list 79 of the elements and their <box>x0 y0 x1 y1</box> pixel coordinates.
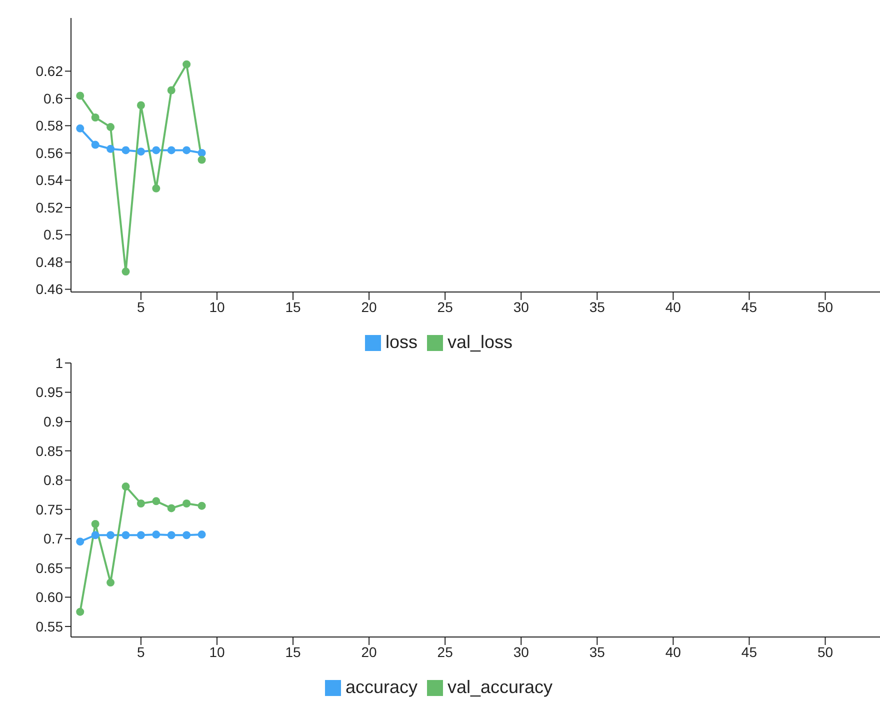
point <box>91 520 100 528</box>
point <box>167 504 176 512</box>
point <box>198 530 206 539</box>
point <box>198 502 206 510</box>
point <box>76 538 84 546</box>
x-tick-label: 5 <box>137 298 146 315</box>
point <box>106 578 115 587</box>
y-tick-label: 0.5 <box>44 226 64 243</box>
y-tick-label: 0.6 <box>44 90 64 106</box>
point <box>122 482 130 491</box>
point <box>122 531 130 540</box>
point <box>76 608 84 616</box>
y-tick-label: 0.95 <box>36 384 64 400</box>
x-tick-label: 25 <box>437 298 454 315</box>
y-tick-label: 0.8 <box>44 472 64 488</box>
point <box>152 530 160 539</box>
legend-label: val_accuracy <box>447 677 553 697</box>
x-tick-label: 10 <box>209 644 225 660</box>
point <box>152 146 160 154</box>
point <box>136 531 145 540</box>
legend-label: val_loss <box>447 332 513 352</box>
y-tick-label: 0.58 <box>36 118 64 134</box>
point <box>76 92 84 100</box>
x-tick-label: 20 <box>361 298 378 315</box>
y-tick-label: 0.65 <box>36 560 64 576</box>
x-tick-label: 35 <box>589 644 606 660</box>
point <box>91 140 100 149</box>
point <box>152 184 160 192</box>
y-tick-label: 0.52 <box>36 199 64 216</box>
x-tick-label: 40 <box>665 298 682 315</box>
x-tick-label: 50 <box>817 644 834 660</box>
y-tick-label: 0.9 <box>44 414 64 430</box>
point <box>122 146 130 154</box>
x-tick-label: 45 <box>741 298 758 315</box>
point <box>106 123 115 132</box>
point <box>136 148 145 156</box>
x-tick-label: 30 <box>513 298 530 315</box>
y-tick-label: 0.7 <box>44 530 64 547</box>
point <box>182 500 191 508</box>
point <box>167 86 176 94</box>
x-tick-label: 50 <box>817 298 834 315</box>
x-tick-label: 45 <box>741 644 758 660</box>
y-tick-label: 0.54 <box>36 172 64 188</box>
y-tick-label: 1 <box>55 354 64 371</box>
point <box>167 146 176 154</box>
point <box>167 531 176 540</box>
point <box>91 531 100 540</box>
point <box>198 156 206 164</box>
point <box>91 114 100 122</box>
point <box>76 124 84 132</box>
point <box>122 268 130 276</box>
x-tick-label: 40 <box>665 644 682 660</box>
y-tick-label: 0.85 <box>36 442 64 459</box>
point <box>182 531 191 540</box>
legend-label: loss <box>385 332 418 352</box>
x-tick-label: 15 <box>285 644 302 660</box>
x-tick-label: 35 <box>589 298 606 315</box>
y-tick-label: 0.60 <box>36 589 64 606</box>
point <box>152 497 160 506</box>
point <box>182 146 191 154</box>
x-tick-label: 15 <box>285 298 302 315</box>
legend-label: accuracy <box>345 677 418 697</box>
y-tick-label: 0.75 <box>36 501 64 518</box>
y-tick-label: 0.62 <box>36 63 64 80</box>
point <box>106 531 115 540</box>
y-tick-label: 0.56 <box>36 144 64 161</box>
x-tick-label: 30 <box>513 644 530 660</box>
x-tick-label: 20 <box>361 644 378 660</box>
point <box>198 148 206 157</box>
point <box>106 144 115 153</box>
y-tick-label: 0.46 <box>36 281 64 298</box>
y-tick-label: 0.55 <box>36 618 64 634</box>
point <box>136 500 145 508</box>
y-tick-label: 0.48 <box>36 254 64 270</box>
x-tick-label: 5 <box>137 644 146 660</box>
point <box>182 60 191 68</box>
point <box>136 101 145 110</box>
x-tick-label: 25 <box>437 644 454 660</box>
x-tick-label: 10 <box>209 298 225 315</box>
